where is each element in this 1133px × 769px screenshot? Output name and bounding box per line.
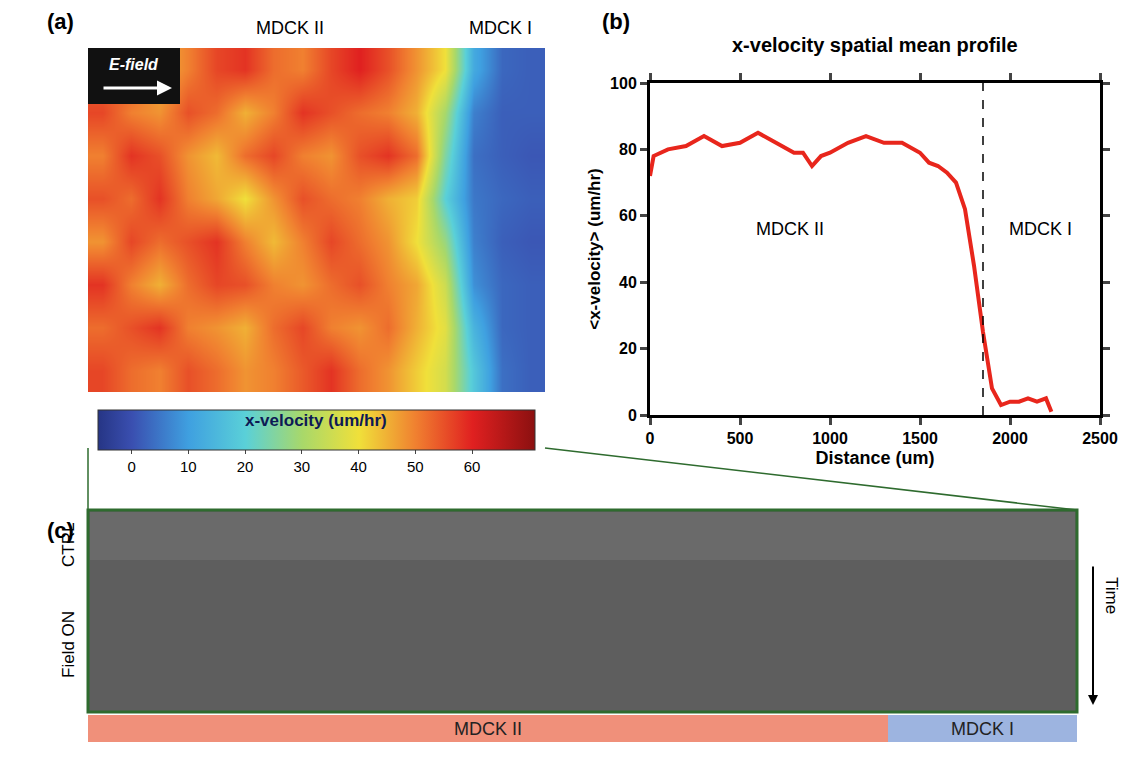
svg-text:20: 20 — [237, 458, 254, 475]
svg-text:100: 100 — [610, 75, 637, 92]
svg-text:MDCK II: MDCK II — [454, 719, 522, 739]
svg-text:<x-velocity> (um/hr): <x-velocity> (um/hr) — [585, 168, 604, 330]
svg-text:MDCK II: MDCK II — [756, 219, 824, 239]
svg-text:1000: 1000 — [812, 430, 848, 447]
svg-text:x-velocity (um/hr): x-velocity (um/hr) — [245, 411, 387, 430]
svg-text:Time: Time — [1102, 577, 1121, 614]
svg-text:40: 40 — [350, 458, 367, 475]
svg-text:80: 80 — [619, 141, 637, 158]
svg-text:(c): (c) — [47, 518, 74, 543]
svg-text:MDCK II: MDCK II — [256, 18, 324, 38]
svg-text:(b): (b) — [602, 9, 630, 34]
svg-text:10: 10 — [180, 458, 197, 475]
svg-text:20: 20 — [619, 340, 637, 357]
svg-text:30: 30 — [293, 458, 310, 475]
svg-text:Distance (um): Distance (um) — [815, 448, 934, 468]
svg-text:x-velocity spatial mean profil: x-velocity spatial mean profile — [732, 34, 1018, 56]
svg-text:MDCK I: MDCK I — [469, 18, 532, 38]
svg-text:2500: 2500 — [1082, 430, 1118, 447]
svg-text:0: 0 — [628, 407, 637, 424]
svg-text:(a): (a) — [47, 9, 74, 34]
svg-text:1500: 1500 — [902, 430, 938, 447]
svg-text:Field ON: Field ON — [59, 611, 78, 678]
svg-text:CTRL: CTRL — [59, 523, 78, 567]
svg-text:40: 40 — [619, 274, 637, 291]
svg-text:MDCK I: MDCK I — [951, 719, 1014, 739]
svg-text:0: 0 — [646, 430, 655, 447]
svg-text:60: 60 — [464, 458, 481, 475]
svg-text:E-field: E-field — [109, 56, 159, 73]
svg-text:500: 500 — [727, 430, 754, 447]
svg-text:60: 60 — [619, 207, 637, 224]
svg-text:MDCK I: MDCK I — [1009, 219, 1072, 239]
svg-text:0: 0 — [127, 458, 135, 475]
svg-text:2000: 2000 — [992, 430, 1028, 447]
svg-text:50: 50 — [407, 458, 424, 475]
